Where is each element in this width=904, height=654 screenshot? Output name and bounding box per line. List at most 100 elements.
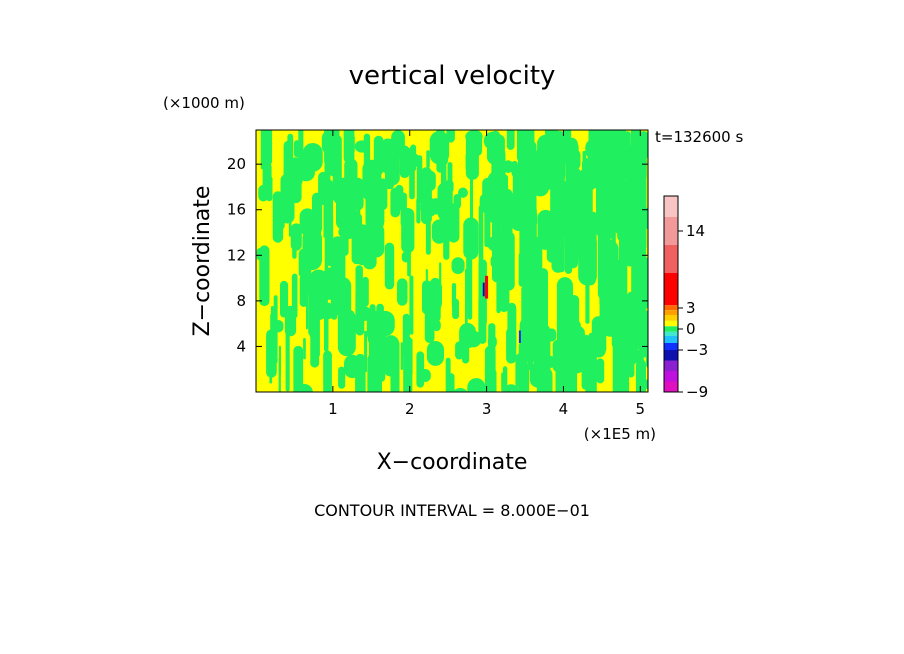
colorbar-level — [664, 310, 678, 315]
field-patch — [390, 187, 401, 218]
field-streak — [447, 180, 454, 193]
colorbar-level — [664, 326, 678, 332]
field-band — [565, 137, 578, 191]
y-axis-label: Z−coordinate — [190, 186, 215, 337]
field-streak — [355, 265, 363, 305]
field-patch — [445, 357, 451, 392]
updraft-core — [485, 275, 489, 299]
field-streak — [430, 277, 441, 323]
field-streak — [547, 328, 557, 342]
field-patch — [323, 350, 332, 392]
field-streak — [325, 178, 331, 230]
colorbar-level — [664, 350, 678, 361]
downdraft-spot — [518, 330, 521, 344]
field-streak — [494, 134, 505, 160]
field-streak — [408, 338, 413, 376]
field-band — [559, 362, 577, 392]
field-streak — [409, 275, 414, 335]
field-streak — [515, 353, 523, 388]
field-streak — [452, 298, 459, 320]
field-streak — [436, 130, 445, 173]
field-patch — [355, 306, 372, 321]
field-patch — [640, 257, 648, 291]
field-streak — [503, 160, 513, 173]
field-patch — [643, 378, 648, 390]
field-patch — [296, 384, 313, 392]
time-label: t=132600 s — [655, 128, 743, 146]
downdraft-core — [482, 282, 485, 297]
field-streak — [355, 353, 366, 392]
colorbar-level — [664, 320, 678, 327]
field-streak — [501, 174, 508, 225]
x-tick-label: 1 — [328, 400, 338, 418]
field-streak — [292, 233, 297, 259]
field-patch — [452, 388, 468, 392]
colorbar-level — [664, 305, 678, 311]
field-streak — [467, 254, 473, 320]
field-streak — [272, 331, 276, 343]
field-streak — [487, 368, 497, 392]
field-patch — [459, 323, 476, 349]
field-streak — [470, 161, 473, 220]
field-streak — [422, 280, 432, 315]
field-streak — [432, 319, 441, 332]
field-streak — [506, 130, 515, 150]
field-streak — [275, 209, 285, 231]
field-streak — [570, 207, 578, 218]
field-streak — [585, 274, 590, 324]
field-band — [588, 130, 607, 172]
field-streak — [425, 269, 428, 290]
y-tick-label: 20 — [227, 155, 246, 173]
field-streak — [431, 198, 440, 215]
field-streak — [645, 316, 648, 369]
field-streak — [426, 150, 430, 168]
x-tick-label: 2 — [405, 400, 415, 418]
colorbar-tick-label: 3 — [686, 299, 696, 317]
field-band — [507, 302, 517, 352]
field-streak — [400, 342, 404, 370]
field-band — [503, 231, 515, 291]
field-streak — [278, 358, 281, 392]
field-streak — [266, 175, 273, 202]
field-streak — [401, 251, 411, 263]
y-tick-label: 16 — [227, 201, 246, 219]
field-streak — [416, 351, 425, 388]
y-axis-ticks: 4 8 12 16 20 — [227, 155, 648, 355]
field-streak — [581, 334, 590, 390]
field-streak — [312, 237, 319, 251]
field-streak — [478, 205, 484, 268]
x-tick-label: 3 — [482, 400, 492, 418]
field-streak — [280, 280, 289, 318]
field-streak — [400, 192, 407, 227]
field-streak — [384, 242, 395, 290]
field-streak — [441, 162, 447, 228]
field-streak — [379, 314, 383, 369]
field-streak — [472, 141, 479, 164]
colorbar-level — [664, 381, 678, 392]
chart-title: vertical velocity — [349, 61, 556, 91]
x-axis-label: X−coordinate — [377, 450, 528, 475]
field-patch — [416, 198, 421, 224]
field-streak — [458, 187, 468, 198]
x-axis-ticks: 1 2 3 4 5 — [328, 130, 645, 418]
field-patch — [258, 184, 269, 202]
colorbar-level — [664, 315, 678, 321]
x-axis-unit: (×1E5 m) — [584, 425, 656, 443]
plot-frame — [255, 129, 649, 393]
field-streak — [273, 320, 284, 333]
field-streak — [385, 142, 395, 190]
colorbar-level — [664, 331, 678, 336]
field-band — [538, 361, 549, 392]
field-streak — [569, 224, 581, 236]
field-streak — [270, 313, 274, 357]
field-streak — [547, 356, 555, 368]
colorbar-tick-label: 0 — [686, 320, 696, 338]
field-patch — [337, 308, 356, 357]
field-patch — [538, 388, 553, 392]
y-tick-label: 8 — [236, 292, 246, 310]
colorbar-level — [664, 217, 678, 245]
field-streak — [446, 130, 455, 143]
field-streak — [285, 330, 290, 392]
contour-interval-note: CONTOUR INTERVAL = 8.000E−01 — [314, 501, 590, 520]
field-band — [556, 277, 573, 384]
